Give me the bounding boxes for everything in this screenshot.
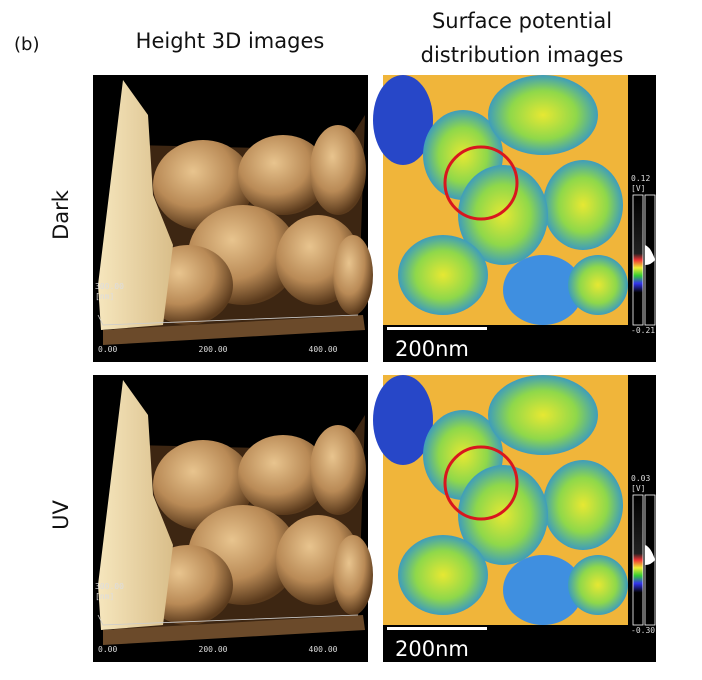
z-unit: [nm] — [95, 292, 114, 301]
column-header: Height 3D images — [136, 29, 325, 53]
scale-bar-label: 200nm — [395, 337, 469, 361]
x-tick-label: 0.00 — [98, 645, 117, 654]
potential-image: 0.12[V] -0.21 200nm — [371, 73, 658, 364]
colorbar-max: 0.12 — [631, 174, 650, 183]
x-tick-label: 400.00 — [309, 645, 338, 654]
colorbar-unit: [V] — [631, 184, 645, 193]
z-max: 300.00 — [95, 282, 124, 291]
height-image: 300.00[nm] 0.00 200.00 400.00 — [92, 374, 374, 663]
potential-image: 0.03[V] -0.30 200nm — [371, 373, 658, 664]
scale-bar-label: 200nm — [395, 637, 469, 661]
column-header: distribution images — [421, 43, 624, 67]
potential-map — [371, 373, 658, 664]
x-tick-label: 200.00 — [199, 645, 228, 654]
colorbar-min: -0.21 — [631, 326, 655, 335]
colorbar-min: -0.30 — [631, 626, 655, 635]
potential-map — [371, 73, 658, 364]
z-unit: [nm] — [95, 592, 114, 601]
height-image: 300.00[nm] 0.00 200.00 400.00 — [92, 74, 374, 363]
height-map — [92, 374, 374, 663]
x-tick-label: 400.00 — [309, 345, 338, 354]
x-tick-label: 0.00 — [98, 345, 117, 354]
row-label: Dark — [49, 189, 73, 240]
row-label: UV — [49, 500, 73, 530]
colorbar-unit: [V] — [631, 484, 645, 493]
height-map — [92, 74, 374, 363]
z-max: 300.00 — [95, 582, 124, 591]
row: UV 300.00[nm] 0.00 200.00 400.00 0.03[V] -0.30… — [49, 373, 658, 664]
panel-label: (b) — [14, 34, 39, 55]
colorbar-max: 0.03 — [631, 474, 650, 483]
row: Dark 300.00[nm] 0.00 200.00 400.00 0.12[V] -0.… — [49, 73, 658, 364]
x-tick-label: 200.00 — [199, 345, 228, 354]
column-header: Surface potential — [432, 9, 612, 33]
